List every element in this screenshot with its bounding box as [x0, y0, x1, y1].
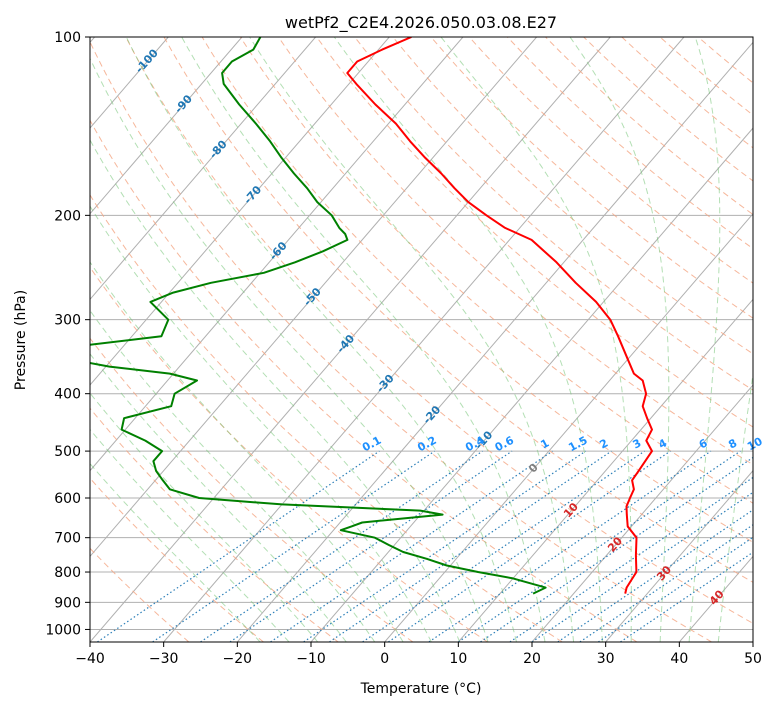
isotherm-line: [531, 384, 753, 642]
dry-adiabat-line: [507, 37, 753, 250]
isotherm-line: [384, 212, 753, 642]
moist-adiabat-line: [90, 462, 261, 642]
isotherm-line: [90, 37, 538, 558]
mixing-ratio-line: [229, 450, 513, 642]
x-tick-label: 50: [744, 651, 762, 667]
moist-adiabat-line: [90, 57, 489, 642]
moist-adiabat-line: [90, 353, 347, 642]
isotherm-line: [310, 127, 753, 642]
x-axis-label: Temperature (°C): [360, 681, 482, 697]
mixing-ratio-line: [509, 476, 753, 642]
isotherm-line: [605, 469, 753, 642]
x-axis-ticks: −40 −30 −20 −10 0 10 20 30 40 50: [75, 642, 762, 667]
isotherm-line: [90, 37, 317, 301]
moist-adiabats: [90, 37, 753, 642]
dry-adiabat-line: [90, 40, 712, 642]
plot-area: [90, 37, 753, 642]
y-tick-label: 900: [54, 595, 81, 611]
y-tick-label: 700: [54, 531, 81, 547]
x-tick-label: −10: [296, 651, 326, 667]
dry-adiabat-line: [392, 37, 753, 355]
moist-adiabat-line: [90, 138, 461, 642]
mixing-ratio-line: [152, 450, 435, 642]
isotherm-line: [163, 37, 685, 642]
dry-adiabat-line: [90, 337, 414, 642]
moist-adiabat-line: [125, 37, 517, 642]
dry-adiabat-line: [583, 37, 753, 182]
x-tick-label: 10: [449, 651, 467, 667]
moist-adiabat-line: [90, 309, 376, 642]
y-tick-label: 500: [54, 444, 81, 460]
chart-title: wetPf2_C2E4.2026.050.03.08.E27: [285, 13, 557, 33]
dry-adiabat-line: [316, 37, 753, 428]
mixing-ratio-line: [97, 450, 380, 642]
y-tick-label: 300: [54, 313, 81, 329]
dry-adiabat-line: [90, 119, 638, 642]
x-tick-label: −40: [75, 651, 105, 667]
dry-adiabat-line: [90, 477, 264, 642]
y-tick-label: 1000: [45, 622, 81, 638]
dry-adiabat-line: [354, 37, 753, 391]
isotherm-line: [457, 298, 753, 642]
mixing-ratio-label: 10: [745, 435, 765, 454]
dry-adiabat-line: [545, 37, 753, 216]
mixing-ratio-lines: [97, 450, 753, 642]
mixing-ratio-line: [579, 524, 753, 642]
isotherm-line: [90, 37, 464, 472]
isotherm-line: [236, 41, 753, 642]
isotherm-line: [90, 37, 611, 642]
y-tick-label: 100: [54, 30, 81, 46]
plot-frame: [89, 36, 754, 643]
dewpoint-profile: [90, 37, 547, 595]
x-tick-label: −30: [149, 651, 179, 667]
temperature-profile: [346, 37, 653, 594]
moist-adiabat-line: [440, 37, 632, 642]
y-tick-label: 200: [54, 208, 81, 224]
moist-adiabat-line: [90, 205, 432, 642]
sounding-profiles: [90, 37, 653, 595]
mixing-ratio-line: [270, 450, 553, 642]
x-tick-label: 40: [670, 651, 688, 667]
moist-adiabat-line: [717, 370, 753, 642]
dry-adiabat-line: [430, 37, 753, 319]
moist-adiabat-line: [688, 37, 721, 642]
x-tick-label: −20: [223, 651, 253, 667]
moist-adiabat-line: [90, 428, 290, 642]
mixing-ratio-line: [620, 551, 753, 642]
moist-adiabat-line: [90, 261, 404, 642]
y-tick-label: 400: [54, 387, 81, 403]
mixing-ratio-line: [457, 450, 741, 642]
moist-adiabat-line: [249, 37, 575, 642]
mixing-ratio-line: [597, 536, 753, 642]
isotherm-line: [90, 37, 243, 215]
mixing-ratio-line: [428, 450, 712, 642]
mixing-ratio-line: [303, 450, 587, 642]
dry-adiabat-line: [277, 37, 753, 466]
mixing-ratio-line: [388, 450, 671, 642]
moist-adiabat-line: [90, 392, 319, 642]
dry-adiabat-line: [163, 37, 753, 583]
mixing-ratio-line: [557, 509, 753, 642]
x-tick-label: 20: [523, 651, 541, 667]
mixing-ratio-line: [362, 450, 645, 642]
x-tick-label: 0: [380, 651, 389, 667]
moist-adiabat-line: [181, 37, 546, 642]
dry-adiabat-line: [201, 37, 753, 543]
moist-adiabat-line: [569, 37, 670, 642]
mixing-ratio-line: [531, 491, 753, 642]
y-axis-ticks: 100 200 300 400 500 600 700 800 900 1000: [45, 30, 90, 638]
mixing-ratio-line: [480, 456, 753, 642]
dry-adiabats: [90, 37, 753, 642]
y-axis-label: Pressure (hPa): [13, 290, 29, 390]
dry-adiabat-line: [621, 37, 753, 149]
y-tick-label: 800: [54, 565, 81, 581]
dry-adiabat-line: [125, 37, 753, 624]
mixing-ratio-line: [200, 450, 483, 642]
dry-adiabat-line: [90, 194, 563, 642]
x-tick-label: 30: [597, 651, 615, 667]
mixing-ratio-line: [329, 450, 612, 642]
moist-adiabat-line: [333, 37, 603, 642]
y-tick-label: 600: [54, 491, 81, 507]
